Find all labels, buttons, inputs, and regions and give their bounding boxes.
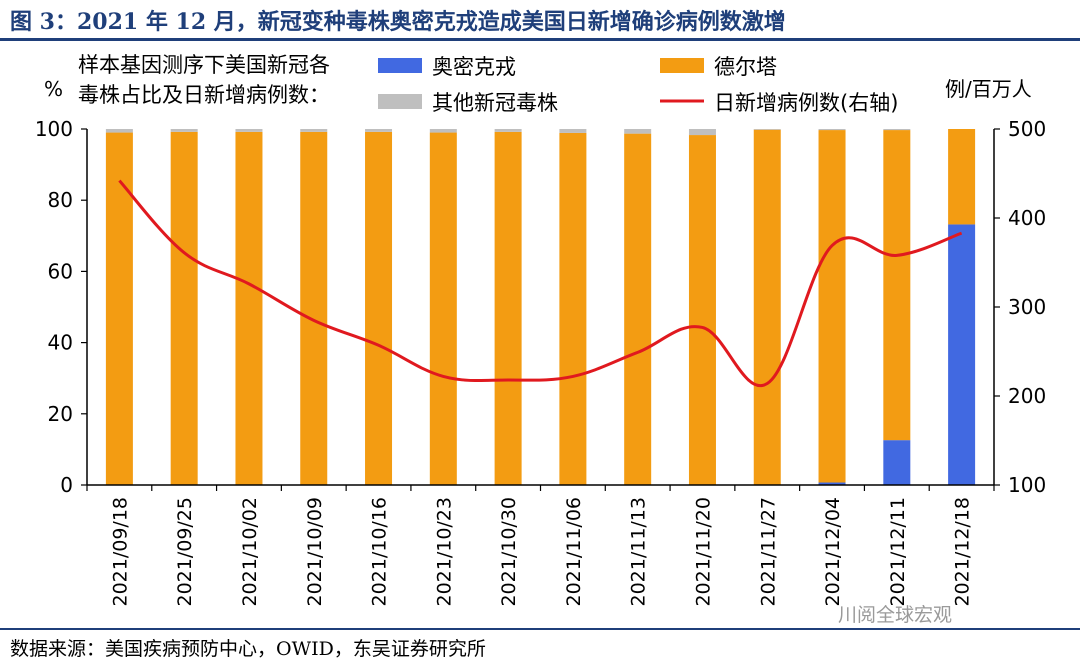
bar-delta [429, 132, 457, 485]
bar-delta [105, 132, 133, 485]
bar-delta [818, 130, 846, 483]
bar-delta [883, 130, 911, 441]
chart: 样本基因测序下美国新冠各 毒株占比及日新增病例数： % 例/百万人 奥密克戎 其… [35, 53, 1046, 607]
right-tick-label: 100 [1008, 473, 1046, 497]
left-tick-label: 100 [35, 117, 73, 141]
bar-omicron [948, 224, 976, 485]
bar-other [300, 129, 328, 132]
bar-other [624, 129, 652, 134]
legend-label-cases: 日新增病例数(右轴) [714, 91, 898, 115]
x-tick-label: 2021/12/11 [887, 497, 909, 607]
bar-delta [753, 129, 781, 485]
right-tick-label: 400 [1008, 206, 1046, 230]
legend-swatch-delta [660, 58, 704, 73]
legend-swatch-omicron [378, 58, 422, 73]
legend-label-omicron: 奥密克戎 [432, 55, 516, 79]
bar-other [235, 129, 263, 132]
left-tick-label: 20 [48, 402, 73, 426]
right-tick-label: 300 [1008, 295, 1046, 319]
bar-delta [235, 131, 263, 485]
left-tick-label: 80 [48, 188, 73, 212]
bar-other [365, 129, 393, 132]
bar-delta [948, 129, 976, 225]
bar-other [559, 129, 587, 133]
title-bar: 图 3：2021 年 12 月，新冠变种毒株奥密克戎造成美国日新增确诊病例数激增 [0, 0, 1080, 38]
source-note: 数据来源：美国疾病预防中心，OWID，东吴证券研究所 [10, 638, 486, 660]
x-tick-label: 2021/10/23 [433, 497, 455, 607]
x-tick-label: 2021/11/13 [628, 497, 650, 607]
x-tick-label: 2021/11/06 [563, 497, 585, 607]
x-tick-label: 2021/10/30 [498, 497, 520, 607]
watermark: 川阅全球宏观 [838, 604, 953, 626]
figure-title: 图 3：2021 年 12 月，新冠变种毒株奥密克戎造成美国日新增确诊病例数激增 [10, 9, 786, 35]
x-tick-label: 2021/09/25 [174, 497, 196, 607]
bar-delta [688, 135, 716, 485]
bar-other [688, 129, 716, 136]
bottom-rule [0, 628, 1080, 630]
title-rule [0, 38, 1080, 41]
bar-delta [494, 131, 522, 485]
bar-other [429, 129, 457, 133]
x-tick-label: 2021/11/20 [692, 497, 714, 607]
bar-delta [365, 131, 393, 485]
bar-omicron [818, 482, 846, 485]
bar-other [170, 129, 198, 132]
x-tick-label: 2021/09/18 [109, 497, 131, 607]
bar-other [105, 129, 133, 133]
bar-delta [624, 133, 652, 485]
bar-other [494, 129, 522, 132]
x-tick-label: 2021/12/18 [952, 497, 974, 607]
bar-delta [559, 132, 587, 485]
legend-swatch-other [378, 94, 422, 109]
right-tick-label: 500 [1008, 117, 1046, 141]
bar-other [818, 129, 846, 131]
chart-subtitle-line1: 样本基因测序下美国新冠各 [78, 53, 330, 77]
bar-omicron [883, 440, 911, 485]
right-axis-unit: 例/百万人 [945, 77, 1032, 101]
x-tick-label: 2021/10/16 [369, 497, 391, 607]
x-tick-label: 2021/10/09 [304, 497, 326, 607]
bar-delta [170, 131, 198, 485]
bar-other [883, 129, 911, 131]
x-tick-label: 2021/12/04 [822, 497, 844, 607]
left-tick-label: 40 [48, 331, 73, 355]
x-tick-label: 2021/10/02 [239, 497, 261, 607]
x-tick-label: 2021/11/27 [757, 497, 779, 607]
right-tick-label: 200 [1008, 384, 1046, 408]
bar-delta [300, 131, 328, 485]
left-axis-unit: % [44, 77, 63, 101]
legend-label-delta: 德尔塔 [714, 55, 777, 79]
left-tick-label: 60 [48, 259, 73, 283]
plot-area: 0 20 40 60 80 100 100 200 300 400 500 2021/09/18 202… [35, 117, 1046, 607]
cases-line [118, 179, 963, 388]
legend-label-other: 其他新冠毒株 [432, 91, 558, 115]
bar-other [753, 129, 781, 130]
chart-subtitle-line2: 毒株占比及日新增病例数： [78, 83, 330, 107]
left-tick-label: 0 [60, 473, 73, 497]
